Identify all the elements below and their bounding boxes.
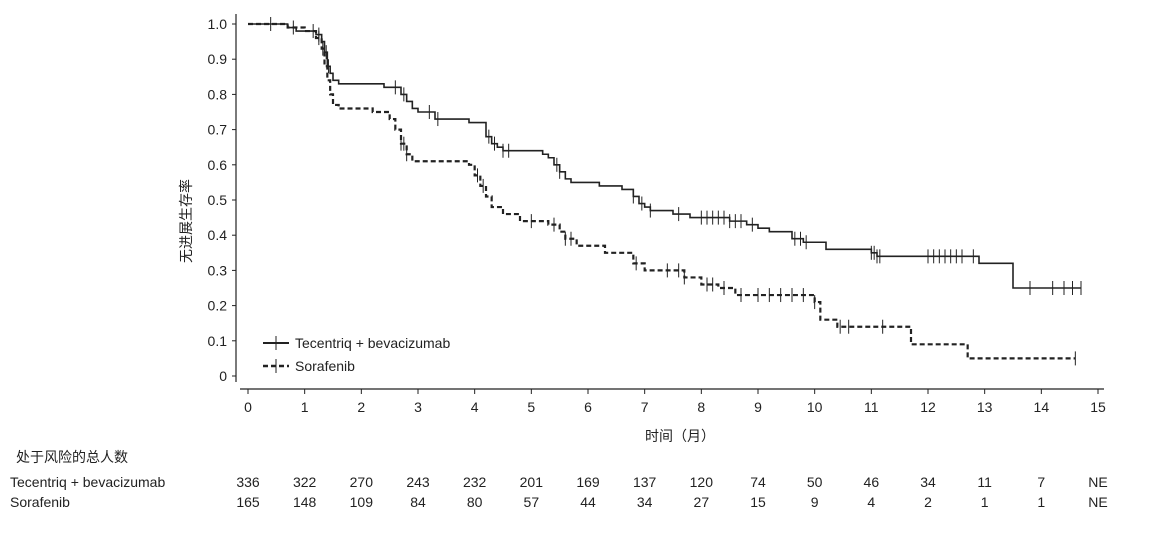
series-line-sorafenib xyxy=(248,22,1076,360)
x-tick-label: 3 xyxy=(414,399,422,415)
risk-table: Tecentriq + bevacizumab 336 322 270 243 232 20… xyxy=(10,474,1108,510)
risk-value: 7 xyxy=(1037,474,1045,490)
axes: 00.10.20.30.40.50.60.70.80.91.00 1 2 3 4 5 6 7 8… xyxy=(208,14,1106,415)
risk-value: 148 xyxy=(293,494,317,510)
y-axis-label: 无进展生存率 xyxy=(178,179,195,263)
x-tick-label: 14 xyxy=(1034,399,1050,415)
x-tick-label: 4 xyxy=(471,399,479,415)
series-line-tecentriq xyxy=(248,23,1081,289)
risk-row-label: Sorafenib xyxy=(10,494,70,510)
legend-label: Sorafenib xyxy=(295,358,355,374)
x-tick-label: 7 xyxy=(641,399,649,415)
y-tick-label: 0.1 xyxy=(208,333,228,349)
risk-value: 243 xyxy=(406,474,430,490)
risk-value: 74 xyxy=(750,474,766,490)
y-tick-label: 0.3 xyxy=(208,262,228,278)
risk-value: 34 xyxy=(637,494,653,510)
y-tick-label: 0.5 xyxy=(208,192,228,208)
risk-value: 80 xyxy=(467,494,483,510)
x-tick-label: 10 xyxy=(807,399,823,415)
risk-value: 15 xyxy=(750,494,766,510)
risk-value: 11 xyxy=(977,474,992,490)
x-tick-label: 15 xyxy=(1090,399,1106,415)
risk-value: 109 xyxy=(350,494,374,510)
risk-value: NE xyxy=(1088,494,1107,510)
risk-value: 322 xyxy=(293,474,317,490)
y-tick-label: 0.4 xyxy=(208,227,228,243)
y-tick-label: 0.8 xyxy=(208,86,228,102)
risk-value: 46 xyxy=(864,474,880,490)
x-tick-label: 13 xyxy=(977,399,993,415)
x-axis-label: 时间（月） xyxy=(645,428,715,444)
risk-value: 44 xyxy=(580,494,596,510)
risk-row-label: Tecentriq + bevacizumab xyxy=(10,474,165,490)
risk-value: 137 xyxy=(633,474,657,490)
risk-value: 34 xyxy=(920,474,936,490)
risk-value: 120 xyxy=(690,474,714,490)
y-tick-label: 0 xyxy=(219,368,227,384)
risk-value: 169 xyxy=(576,474,600,490)
y-tick-label: 0.2 xyxy=(208,298,228,314)
x-tick-label: 8 xyxy=(697,399,705,415)
risk-value: 2 xyxy=(924,494,932,510)
risk-table-title: 处于风险的总人数 xyxy=(16,450,128,466)
risk-value: 84 xyxy=(410,494,426,510)
legend: Tecentriq + bevacizumab Sorafenib xyxy=(263,335,450,374)
risk-value: 1 xyxy=(981,494,989,510)
risk-value: 4 xyxy=(867,494,875,510)
y-tick-label: 1.0 xyxy=(208,16,228,32)
y-tick-label: 0.6 xyxy=(208,157,228,173)
risk-value: 336 xyxy=(236,474,260,490)
x-tick-label: 0 xyxy=(244,399,252,415)
x-tick-label: 9 xyxy=(754,399,762,415)
risk-value: 1 xyxy=(1037,494,1045,510)
risk-value: 9 xyxy=(811,494,819,510)
risk-value: 50 xyxy=(807,474,823,490)
y-tick-label: 0.7 xyxy=(208,122,228,138)
risk-value: 57 xyxy=(524,494,540,510)
risk-value: 270 xyxy=(350,474,374,490)
risk-value: 27 xyxy=(694,494,710,510)
x-tick-label: 2 xyxy=(357,399,365,415)
risk-value: 201 xyxy=(520,474,544,490)
x-tick-label: 1 xyxy=(301,399,309,415)
x-tick-label: 5 xyxy=(527,399,535,415)
x-tick-label: 6 xyxy=(584,399,592,415)
censor-marks xyxy=(270,17,1082,366)
x-tick-label: 11 xyxy=(864,399,879,415)
risk-value: 165 xyxy=(236,494,260,510)
series-lines xyxy=(248,22,1081,360)
risk-value: 232 xyxy=(463,474,487,490)
x-tick-label: 12 xyxy=(920,399,936,415)
risk-value: NE xyxy=(1088,474,1107,490)
legend-label: Tecentriq + bevacizumab xyxy=(295,335,450,351)
y-tick-label: 0.9 xyxy=(208,51,228,67)
